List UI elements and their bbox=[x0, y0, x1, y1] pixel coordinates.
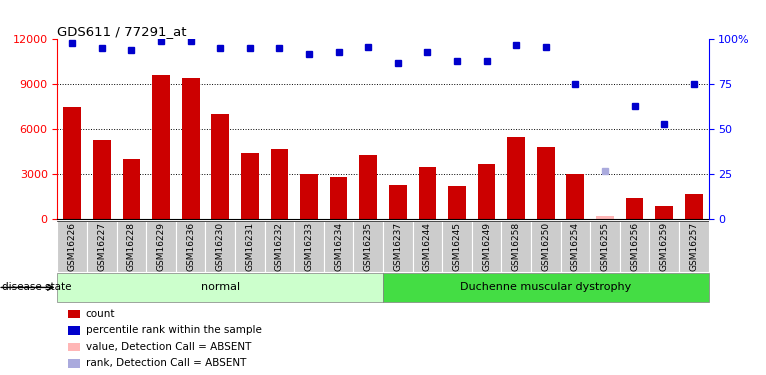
Text: GSM16232: GSM16232 bbox=[275, 222, 284, 271]
Text: GSM16228: GSM16228 bbox=[127, 222, 136, 271]
Bar bbox=[116, 221, 146, 272]
Text: disease state: disease state bbox=[2, 282, 71, 292]
Bar bbox=[64, 107, 81, 219]
Bar bbox=[442, 221, 472, 272]
Text: GDS611 / 77291_at: GDS611 / 77291_at bbox=[57, 25, 187, 38]
Text: GSM16236: GSM16236 bbox=[186, 222, 195, 271]
Bar bbox=[655, 206, 673, 219]
Bar bbox=[383, 221, 413, 272]
Bar bbox=[685, 194, 702, 219]
Bar bbox=[205, 221, 235, 272]
Text: count: count bbox=[86, 309, 115, 319]
Bar bbox=[590, 221, 620, 272]
Text: GSM16231: GSM16231 bbox=[245, 222, 254, 271]
Text: GSM16257: GSM16257 bbox=[689, 222, 699, 271]
Bar bbox=[596, 216, 614, 219]
Bar bbox=[211, 114, 229, 219]
Text: GSM16227: GSM16227 bbox=[97, 222, 106, 271]
Text: GSM16250: GSM16250 bbox=[542, 222, 550, 271]
Text: normal: normal bbox=[201, 282, 240, 292]
Text: GSM16254: GSM16254 bbox=[571, 222, 580, 271]
Text: GSM16235: GSM16235 bbox=[364, 222, 373, 271]
Text: GSM16256: GSM16256 bbox=[630, 222, 639, 271]
Bar bbox=[264, 221, 294, 272]
Text: GSM16244: GSM16244 bbox=[423, 222, 432, 271]
Bar bbox=[68, 310, 80, 318]
Text: GSM16237: GSM16237 bbox=[393, 222, 402, 271]
Text: GSM16229: GSM16229 bbox=[156, 222, 165, 271]
Bar bbox=[359, 155, 377, 219]
Text: percentile rank within the sample: percentile rank within the sample bbox=[86, 325, 261, 335]
Bar bbox=[418, 167, 437, 219]
Bar bbox=[57, 221, 87, 272]
Bar bbox=[448, 186, 466, 219]
Text: GSM16249: GSM16249 bbox=[482, 222, 491, 271]
Text: GSM16230: GSM16230 bbox=[216, 222, 224, 271]
Text: Duchenne muscular dystrophy: Duchenne muscular dystrophy bbox=[460, 282, 631, 292]
Text: rank, Detection Call = ABSENT: rank, Detection Call = ABSENT bbox=[86, 358, 246, 368]
Text: GSM16226: GSM16226 bbox=[67, 222, 77, 271]
Bar bbox=[626, 198, 643, 219]
Bar bbox=[502, 221, 531, 272]
Bar bbox=[537, 147, 555, 219]
Bar bbox=[68, 343, 80, 351]
Text: GSM16234: GSM16234 bbox=[334, 222, 343, 271]
Bar bbox=[389, 185, 407, 219]
Bar bbox=[300, 174, 318, 219]
Bar bbox=[620, 221, 650, 272]
Bar bbox=[152, 75, 170, 219]
Bar bbox=[472, 221, 502, 272]
Bar bbox=[146, 221, 176, 272]
Bar bbox=[241, 153, 259, 219]
Text: GSM16245: GSM16245 bbox=[453, 222, 461, 271]
Bar bbox=[294, 221, 324, 272]
Bar bbox=[478, 164, 496, 219]
Bar bbox=[383, 273, 709, 302]
Bar bbox=[567, 174, 584, 219]
Bar bbox=[324, 221, 353, 272]
Text: GSM16255: GSM16255 bbox=[601, 222, 610, 271]
Bar bbox=[531, 221, 561, 272]
Bar bbox=[270, 149, 288, 219]
Bar bbox=[182, 78, 199, 219]
Bar bbox=[93, 140, 111, 219]
Text: GSM16233: GSM16233 bbox=[305, 222, 313, 271]
Text: value, Detection Call = ABSENT: value, Detection Call = ABSENT bbox=[86, 342, 251, 352]
Bar bbox=[329, 177, 348, 219]
Text: GSM16258: GSM16258 bbox=[512, 222, 521, 271]
Bar bbox=[561, 221, 590, 272]
Bar bbox=[507, 137, 525, 219]
Bar bbox=[123, 159, 140, 219]
Bar bbox=[679, 221, 709, 272]
Text: GSM16259: GSM16259 bbox=[660, 222, 669, 271]
Bar bbox=[413, 221, 442, 272]
Bar bbox=[176, 221, 205, 272]
Bar bbox=[68, 326, 80, 335]
Bar bbox=[68, 359, 80, 368]
Bar bbox=[650, 221, 679, 272]
Bar bbox=[353, 221, 383, 272]
Bar bbox=[87, 221, 116, 272]
Bar bbox=[57, 273, 383, 302]
Bar bbox=[235, 221, 264, 272]
